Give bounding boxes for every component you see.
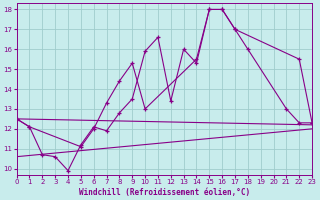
X-axis label: Windchill (Refroidissement éolien,°C): Windchill (Refroidissement éolien,°C) bbox=[79, 188, 250, 197]
